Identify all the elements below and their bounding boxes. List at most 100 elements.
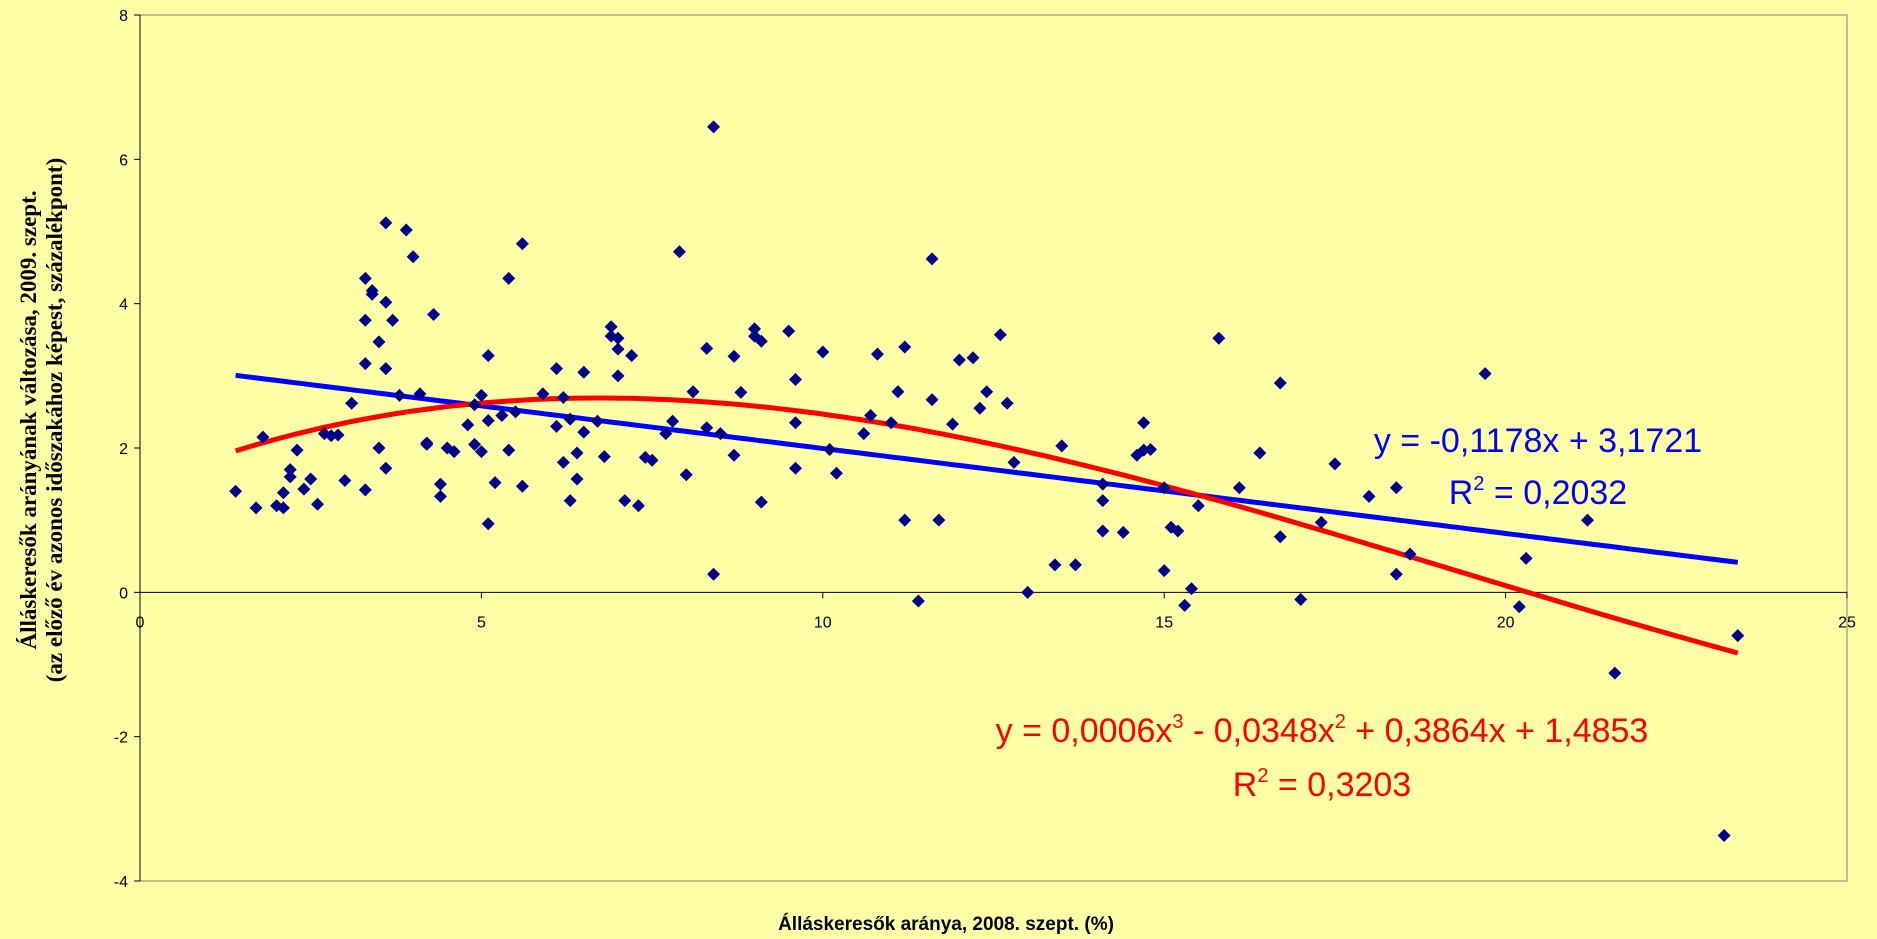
data-point [1055,439,1069,453]
data-point [625,349,639,363]
axes [134,14,1848,882]
data-point [611,331,625,345]
linear-r2-value: = 0,2032 [1484,474,1627,512]
y-tick-label: 0 [119,585,128,602]
data-point [379,216,393,230]
data-point [1096,494,1110,508]
data-point [1294,593,1308,607]
data-point [1314,515,1328,529]
linear-equation-text: y = -0,1178x + 3,1721 [1374,422,1702,460]
poly-r2-label: R2 = 0,3203 [1233,765,1411,804]
x-axis-title: Álláskeresők aránya, 2008. szept. (%) [778,913,1114,935]
data-point [864,409,878,423]
data-point [666,414,680,428]
poly-eq-a: y = 0,0006x [996,712,1173,750]
poly-eq-sup3: 3 [1172,711,1183,733]
data-point [754,334,768,348]
linear-r2-sup: 2 [1473,473,1484,495]
data-point [345,396,359,410]
data-point [283,463,297,477]
data-point [1171,524,1185,538]
x-tick-label: 25 [1838,614,1856,631]
data-point [515,479,529,493]
x-tick-label: 0 [136,614,145,631]
data-point [392,388,406,402]
data-point [1185,582,1199,596]
data-point [563,494,577,508]
data-point [707,120,721,134]
data-point [461,418,475,432]
data-point [399,223,413,237]
data-point [870,347,884,361]
y-tick-label: -4 [114,874,128,891]
data-point [659,427,673,441]
data-point [713,427,727,441]
data-point [1137,416,1151,430]
data-point [468,437,482,451]
data-point [604,320,618,334]
poly-eq-c: + 0,3864x + 1,4853 [1346,712,1648,750]
data-point [925,393,939,407]
data-point [406,250,420,264]
data-point [816,345,830,359]
linear-r2-r: R [1449,474,1474,512]
data-point [754,495,768,509]
data-point [495,409,509,423]
y-axis-title-line2: (az előző év azonos időszakához képest, … [42,158,67,683]
data-point [1581,513,1595,527]
data-point [1096,477,1110,491]
data-point [550,419,564,433]
data-point [1021,585,1035,599]
x-tick-label: 20 [1497,614,1515,631]
data-point [577,365,591,379]
data-point [1191,499,1205,513]
data-point [1157,564,1171,578]
data-point [734,385,748,399]
data-point [481,349,495,363]
data-point [365,284,379,298]
poly-r2-sup: 2 [1257,765,1268,787]
linear-equation-label: y = -0,1178x + 3,1721 [1374,422,1702,460]
data-point [1157,481,1171,495]
data-point [1068,558,1082,572]
data-point [420,437,434,451]
data-point [447,445,461,459]
data-point [993,328,1007,342]
data-point [611,342,625,356]
y-axis-title-line1: Álláskeresők arányának változása, 2009. … [16,191,41,650]
data-point [1253,446,1267,460]
data-point [898,513,912,527]
poly-equation-label: y = 0,0006x3 - 0,0348x2 + 0,3864x + 1,48… [996,711,1649,750]
data-point [727,448,741,462]
data-point [372,441,386,455]
data-point [311,497,325,511]
data-point [952,353,966,367]
data-point [932,513,946,527]
data-point [1389,481,1403,495]
data-point [358,313,372,327]
trend-lines [234,372,1739,656]
data-point [1144,442,1158,456]
data-point [1362,489,1376,503]
data-point [618,494,632,508]
data-point [338,473,352,487]
data-point [502,443,516,457]
data-point [276,486,290,500]
x-tick-label: 15 [1155,614,1173,631]
data-point [788,372,802,386]
data-point [290,443,304,457]
data-point [911,594,925,608]
data-point [379,295,393,309]
data-point [857,427,871,441]
data-point [379,362,393,376]
data-point [700,341,714,355]
data-point [358,271,372,285]
data-point [1096,524,1110,538]
data-point [1328,457,1342,471]
y-tick-label: 4 [119,297,128,314]
data-point [707,567,721,581]
data-point [829,466,843,480]
data-point [1608,666,1622,680]
